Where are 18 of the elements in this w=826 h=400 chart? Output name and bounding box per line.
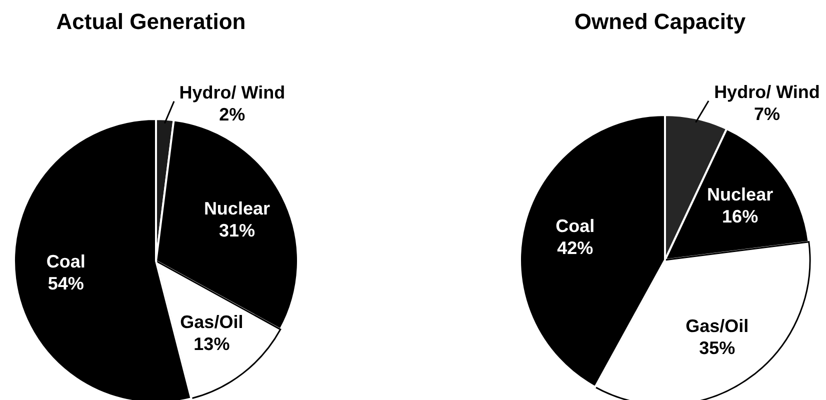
- slice-label: Nuclear: [707, 184, 774, 204]
- slice-label: Nuclear: [204, 198, 270, 219]
- data-label: 7%: [754, 104, 780, 124]
- data-label: 35%: [699, 338, 736, 358]
- slice-label: Hydro/ Wind: [179, 82, 286, 102]
- data-label: 54%: [48, 273, 84, 294]
- chart-title: Owned Capacity: [573, 8, 747, 36]
- data-label: 13%: [194, 334, 230, 354]
- slice-label: Coal: [46, 251, 86, 272]
- slice-label: Hydro/ Wind: [714, 82, 820, 102]
- data-label: 42%: [557, 238, 594, 258]
- slice-label: Gas/Oil: [686, 316, 749, 336]
- chart-title: Actual Generation: [55, 8, 247, 36]
- slice-label: Coal: [556, 216, 595, 236]
- data-label: 2%: [219, 104, 246, 124]
- data-label: 31%: [218, 220, 255, 241]
- data-label: 16%: [722, 206, 758, 226]
- slice-label: Gas/Oil: [180, 312, 244, 332]
